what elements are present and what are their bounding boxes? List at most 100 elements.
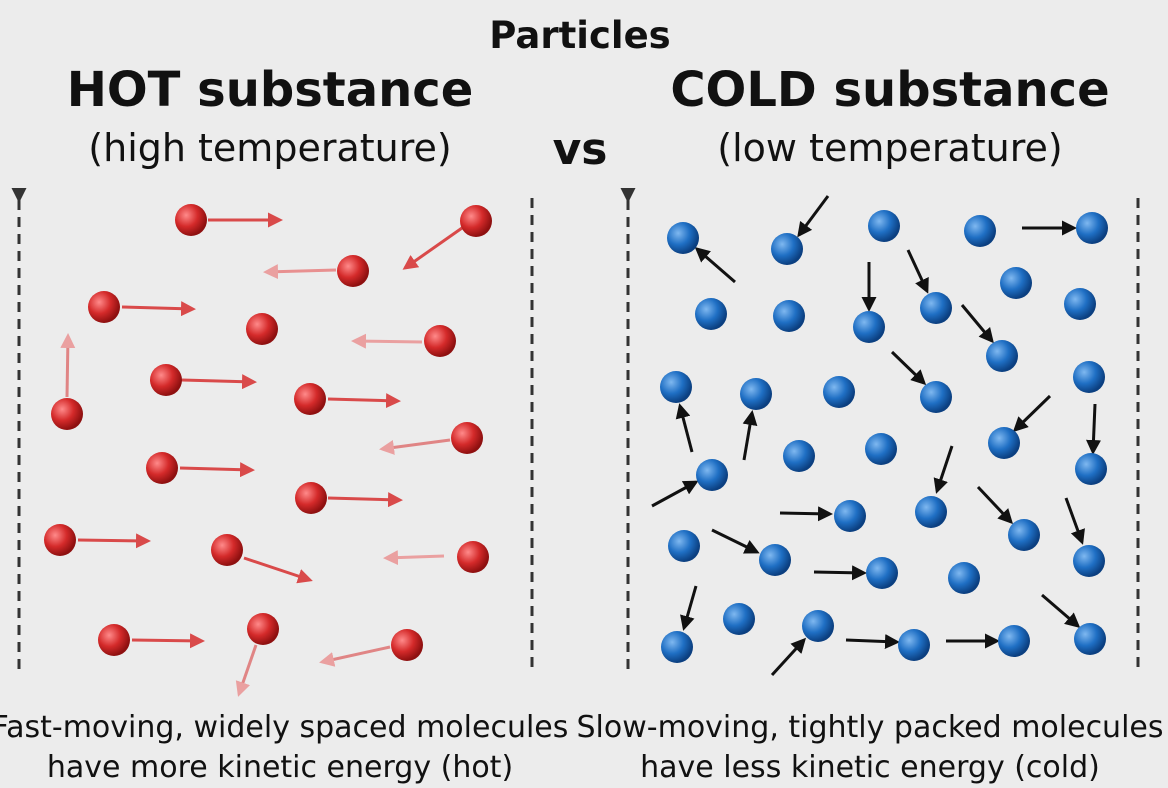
arrow-icon <box>1041 593 1081 628</box>
red-sphere-icon <box>451 422 483 454</box>
blue-sphere-icon <box>1073 361 1105 393</box>
red-sphere-icon <box>150 364 182 396</box>
blue-sphere-icon <box>920 381 952 413</box>
blue-sphere-icon <box>740 378 772 410</box>
red-sphere-icon <box>51 398 83 430</box>
blue-sphere-icon <box>853 311 885 343</box>
arrow-icon <box>960 304 994 344</box>
hot-container-walls <box>11 188 534 672</box>
arrow-icon <box>890 350 927 386</box>
blue-sphere-icon <box>802 610 834 642</box>
blue-sphere-icon <box>695 298 727 330</box>
arrow-icon <box>742 410 758 461</box>
arrow-icon <box>813 565 867 581</box>
red-sphere-icon <box>44 524 76 556</box>
red-sphere-icon <box>247 613 279 645</box>
red-sphere-icon <box>294 383 326 415</box>
cold-subheading: (low temperature) <box>717 126 1063 170</box>
hot-subheading: (high temperature) <box>88 126 452 170</box>
cold-container-walls <box>620 188 1140 672</box>
blue-sphere-icon <box>920 292 952 324</box>
arrow-icon <box>770 637 807 677</box>
arrow-icon <box>933 445 954 494</box>
red-sphere-icon <box>295 482 327 514</box>
blue-sphere-icon <box>866 557 898 589</box>
arrow-icon <box>906 249 929 294</box>
arrow-icon <box>694 247 736 284</box>
arrow-icon <box>402 226 463 270</box>
blue-sphere-icon <box>759 544 791 576</box>
blue-sphere-icon <box>1008 519 1040 551</box>
arrow-icon <box>711 528 760 554</box>
cold-caption-line-2: have less kinetic energy (cold) <box>640 750 1100 785</box>
blue-sphere-icon <box>898 629 930 661</box>
blue-sphere-icon <box>964 215 996 247</box>
red-sphere-icon <box>175 204 207 236</box>
arrow-icon <box>680 585 698 631</box>
blue-sphere-icon <box>1073 545 1105 577</box>
blue-sphere-icon <box>1000 267 1032 299</box>
red-sphere-icon <box>457 541 489 573</box>
blue-sphere-icon <box>1076 212 1108 244</box>
cold-motion-arrows <box>651 195 1101 677</box>
arrow-icon <box>60 333 76 398</box>
arrow-icon <box>675 403 694 453</box>
cold-caption-line-1: Slow-moving, tightly packed molecules <box>576 710 1164 745</box>
red-sphere-icon <box>337 255 369 287</box>
blue-sphere-icon <box>667 222 699 254</box>
hot-particles <box>44 204 492 661</box>
blue-sphere-icon <box>865 433 897 465</box>
arrow-icon <box>351 333 423 349</box>
blue-sphere-icon <box>948 562 980 594</box>
arrow-icon <box>121 301 196 317</box>
cold-heading: COLD substance <box>670 62 1110 118</box>
red-sphere-icon <box>211 534 243 566</box>
arrow-icon <box>779 506 833 522</box>
blue-sphere-icon <box>660 371 692 403</box>
arrow-icon <box>179 462 255 478</box>
red-sphere-icon <box>146 452 178 484</box>
arrow-icon <box>976 485 1014 525</box>
blue-sphere-icon <box>773 300 805 332</box>
red-sphere-icon <box>88 291 120 323</box>
hot-heading: HOT substance <box>66 62 474 118</box>
arrow-icon <box>1012 394 1052 433</box>
arrow-icon <box>235 644 258 697</box>
arrow-icon <box>1064 497 1085 545</box>
arrow-icon <box>319 645 391 667</box>
red-sphere-icon <box>98 624 130 656</box>
arrow-icon <box>845 634 900 650</box>
arrow-icon <box>327 492 403 508</box>
arrow-icon <box>1086 403 1101 455</box>
blue-sphere-icon <box>771 233 803 265</box>
blue-sphere-icon <box>868 210 900 242</box>
cold-particles <box>660 210 1108 663</box>
arrow-icon <box>181 374 257 390</box>
blue-sphere-icon <box>1064 288 1096 320</box>
red-sphere-icon <box>391 629 423 661</box>
page-title: Particles <box>489 14 671 57</box>
blue-sphere-icon <box>915 496 947 528</box>
blue-sphere-icon <box>661 631 693 663</box>
blue-sphere-icon <box>834 500 866 532</box>
blue-sphere-icon <box>988 427 1020 459</box>
arrow-icon <box>263 264 337 280</box>
red-sphere-icon <box>246 313 278 345</box>
blue-sphere-icon <box>696 459 728 491</box>
arrow-icon <box>797 195 830 238</box>
vs-label: vs <box>552 124 608 175</box>
blue-sphere-icon <box>1075 453 1107 485</box>
hot-caption: Fast-moving, widely spaced molecules hav… <box>0 708 630 788</box>
cold-caption: Slow-moving, tightly packed molecules ha… <box>560 708 1168 788</box>
blue-sphere-icon <box>998 625 1030 657</box>
blue-sphere-icon <box>1074 623 1106 655</box>
arrow-icon <box>77 533 151 549</box>
red-sphere-icon <box>460 205 492 237</box>
arrow-icon <box>379 438 451 455</box>
arrow-icon <box>327 393 401 409</box>
arrow-icon <box>131 633 205 649</box>
blue-sphere-icon <box>783 440 815 472</box>
arrow-icon <box>651 480 699 508</box>
blue-sphere-icon <box>823 376 855 408</box>
